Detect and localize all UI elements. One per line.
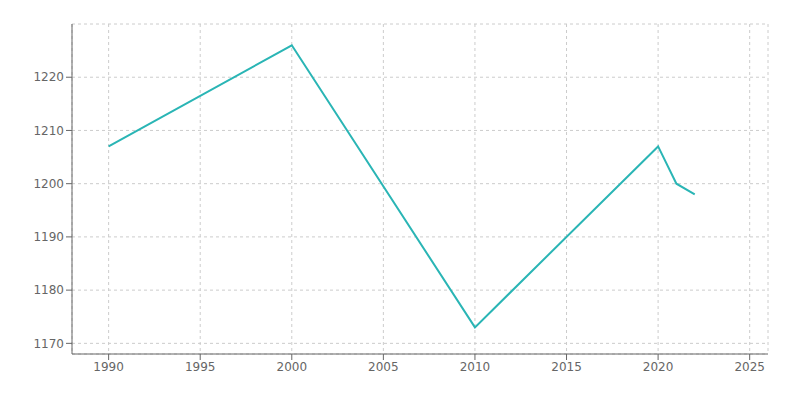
svg-text:1190: 1190 xyxy=(33,230,64,244)
svg-text:2015: 2015 xyxy=(551,360,582,374)
svg-text:1210: 1210 xyxy=(33,124,64,138)
svg-text:1995: 1995 xyxy=(185,360,216,374)
svg-text:1220: 1220 xyxy=(33,70,64,84)
svg-text:1180: 1180 xyxy=(33,283,64,297)
svg-text:2010: 2010 xyxy=(460,360,491,374)
svg-text:2025: 2025 xyxy=(734,360,765,374)
svg-text:2020: 2020 xyxy=(643,360,674,374)
svg-text:1200: 1200 xyxy=(33,177,64,191)
svg-text:1990: 1990 xyxy=(93,360,124,374)
svg-text:2000: 2000 xyxy=(277,360,308,374)
svg-text:1170: 1170 xyxy=(33,337,64,351)
svg-text:2005: 2005 xyxy=(368,360,399,374)
